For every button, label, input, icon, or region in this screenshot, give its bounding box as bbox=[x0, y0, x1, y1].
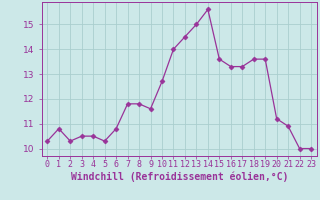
X-axis label: Windchill (Refroidissement éolien,°C): Windchill (Refroidissement éolien,°C) bbox=[70, 172, 288, 182]
